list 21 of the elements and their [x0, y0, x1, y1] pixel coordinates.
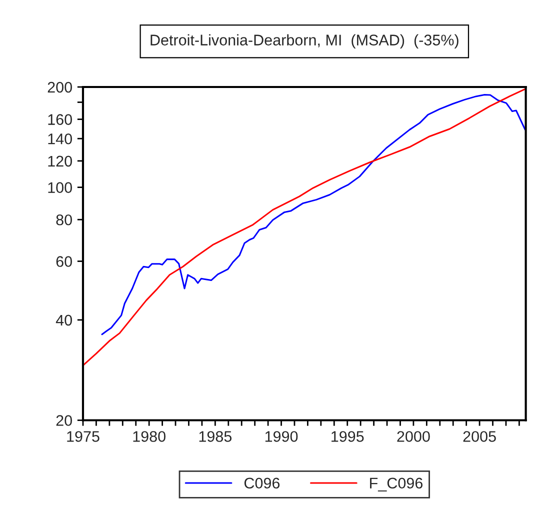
y-tick-label: 160	[48, 114, 72, 125]
x-tick-label: 1975	[67, 431, 100, 442]
y-tick-label: 140	[48, 133, 72, 144]
x-tick-label: 1985	[199, 431, 232, 442]
y-tick-label: 120	[48, 156, 72, 167]
x-tick-label: 1995	[332, 431, 364, 442]
y-tick-label: 100	[48, 182, 72, 193]
x-tick-label: 2000	[397, 431, 430, 442]
y-tick-label: 60	[56, 256, 72, 267]
y-tick-label: 80	[56, 214, 72, 226]
x-tick-label: 1990	[265, 431, 298, 442]
legend-label: C096	[244, 478, 280, 489]
line-series	[82, 88, 526, 366]
legend-label: F_C096	[370, 478, 422, 492]
chart-title: Detroit-Livonia-Dearborn, MI (MSAD) (-35%)	[150, 34, 458, 48]
y-tick-label: 20	[56, 415, 72, 426]
x-tick-label: 2005	[463, 431, 496, 442]
y-tick-label: 40	[56, 314, 72, 326]
y-tick-label: 200	[48, 82, 72, 93]
x-tick-label: 1980	[133, 431, 166, 442]
line-series	[101, 94, 526, 336]
